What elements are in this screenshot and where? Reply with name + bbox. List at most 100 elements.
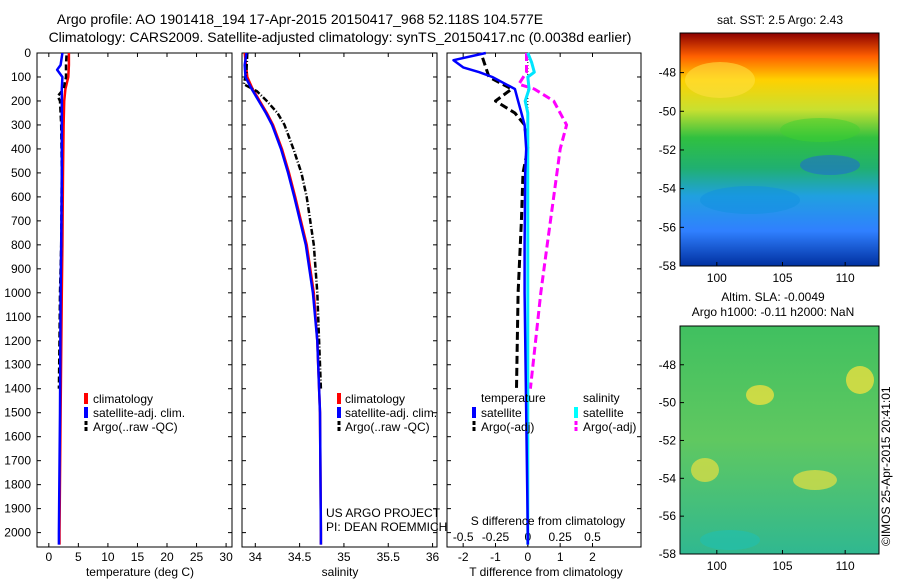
depth-tick-label: 0: [24, 46, 31, 60]
legend-label-satellite: satellite-adj. clim.: [345, 406, 437, 420]
legend-label-s-satellite: satellite: [583, 406, 624, 420]
legend-label-t-argo: Argo(-adj): [481, 420, 534, 434]
x-tick-label: 35.5: [377, 550, 401, 564]
legend-label-climatology: climatology: [345, 392, 405, 406]
depth-tick-label: 1300: [4, 358, 31, 372]
s-tick-label: 0.25: [548, 530, 572, 544]
sst-map-cold-patch: [700, 186, 800, 214]
map-y-tick-label: -58: [659, 259, 677, 273]
legend-label-s-argo: Argo(-adj): [583, 420, 636, 434]
depth-tick-label: 500: [11, 166, 31, 180]
s-tick-label: -0.25: [482, 530, 510, 544]
map-x-tick-label: 100: [707, 559, 727, 573]
sla-map-high-patch: [846, 366, 874, 394]
map-y-tick-label: -54: [659, 182, 677, 196]
series-line-climatology: [243, 52, 323, 545]
series-line-argo: [242, 52, 323, 389]
map-y-tick-label: -56: [659, 509, 677, 523]
depth-tick-label: 200: [11, 94, 31, 108]
map-y-tick-label: -48: [659, 66, 677, 80]
series-line-s-argo: [517, 53, 569, 389]
x-tick-label: 2: [589, 550, 596, 564]
sla-map-title-line-1: Altim. SLA: -0.0049: [721, 290, 825, 304]
s-difference-axis-label: S difference from climatology: [471, 514, 626, 528]
legend-swatch-climatology: [337, 393, 341, 404]
legend-label-climatology: climatology: [93, 392, 153, 406]
depth-tick-label: 700: [11, 214, 31, 228]
x-tick-label: -1: [490, 550, 501, 564]
depth-tick-label: 1600: [4, 430, 31, 444]
depth-tick-label: 1400: [4, 382, 31, 396]
sla-map-title-line-2: Argo h1000: -0.11 h2000: NaN: [692, 305, 855, 319]
x-tick-label: 5: [75, 550, 82, 564]
legend-heading-salinity: salinity: [583, 391, 620, 405]
depth-tick-label: 400: [11, 142, 31, 156]
salinity-legend: climatology satellite-adj. clim. Argo(..…: [337, 392, 437, 434]
legend-swatch-s-satellite: [574, 407, 578, 418]
s-tick-label: 0.5: [584, 530, 601, 544]
legend-swatch-satellite: [84, 407, 88, 418]
sst-map-title: sat. SST: 2.5 Argo: 2.43: [717, 13, 843, 27]
legend-swatch-climatology: [84, 393, 88, 404]
x-tick-label: 0: [45, 550, 52, 564]
x-tick-label: 0: [524, 550, 531, 564]
series-line-satellite: [55, 52, 64, 545]
depth-tick-label: 1200: [4, 334, 31, 348]
map-y-tick-label: -48: [659, 358, 677, 372]
x-tick-label: 35: [337, 550, 351, 564]
t-difference-axis-label: T difference from climatology: [469, 565, 623, 579]
x-tick-label: 25: [190, 550, 204, 564]
sla-map-high-patch: [691, 458, 719, 482]
legend-label-argo: Argo(..raw -QC): [93, 420, 178, 434]
map-x-tick-label: 110: [836, 271, 855, 285]
s-tick-label: -0.5: [453, 530, 474, 544]
credit-line-2: PI: DEAN ROEMMICH: [326, 520, 447, 534]
x-tick-label: 30: [219, 550, 233, 564]
temperature-panel-frame: [36, 52, 233, 548]
sst-map-cold-patch: [800, 155, 860, 175]
series-line-t-satellite: [452, 51, 530, 545]
depth-tick-label: 1800: [4, 478, 31, 492]
sla-map-high-patch: [746, 385, 774, 405]
salinity-profile-plot: 34 34.5 35 35.5 36: [242, 52, 440, 564]
sst-map-axes: 100 105 110 -48 -50 -52 -54 -56 -58: [659, 66, 855, 285]
depth-tick-label: 300: [11, 118, 31, 132]
difference-legend: temperature salinity satellite Argo(-adj…: [472, 391, 636, 434]
depth-tick-label: 600: [11, 190, 31, 204]
depth-tick-label: 1700: [4, 454, 31, 468]
salinity-panel-frame: [241, 52, 438, 548]
depth-tick-label: 900: [11, 262, 31, 276]
sla-map-high-patch: [793, 470, 837, 490]
legend-label-satellite: satellite-adj. clim.: [93, 406, 185, 420]
depth-tick-label: 1000: [4, 286, 31, 300]
x-tick-label: 10: [101, 550, 115, 564]
legend-swatch-t-satellite: [472, 407, 476, 418]
sla-map: [679, 325, 880, 555]
legend-label-argo: Argo(..raw -QC): [345, 420, 430, 434]
x-tick-label: 36: [426, 550, 440, 564]
x-tick-label: 34: [249, 550, 263, 564]
salinity-axis-label: salinity: [322, 565, 359, 579]
map-y-tick-label: -58: [659, 547, 677, 561]
legend-label-t-satellite: satellite: [481, 406, 522, 420]
sla-map-low-patch: [700, 530, 760, 550]
temperature-profile-plot: 0 5 10 15 20 25 30: [45, 52, 233, 564]
x-tick-label: 34.5: [288, 550, 312, 564]
x-tick-label: 1: [557, 550, 564, 564]
depth-tick-label: 1900: [4, 502, 31, 516]
temperature-axis-label: temperature (deg C): [86, 565, 194, 579]
imos-stamp: ©IMOS 25-Apr-2015 20:41:01: [879, 386, 893, 546]
x-tick-label: 20: [160, 550, 174, 564]
map-y-tick-label: -56: [659, 220, 677, 234]
map-x-tick-label: 110: [836, 559, 855, 573]
legend-heading-temperature: temperature: [481, 391, 546, 405]
map-y-tick-label: -54: [659, 471, 677, 485]
sst-map-cool-patch: [780, 118, 860, 142]
map-x-tick-label: 100: [707, 271, 727, 285]
x-tick-label: -2: [458, 550, 469, 564]
depth-tick-label: 800: [11, 238, 31, 252]
depth-tick-label: 1500: [4, 406, 31, 420]
sla-map-field: [680, 326, 879, 554]
